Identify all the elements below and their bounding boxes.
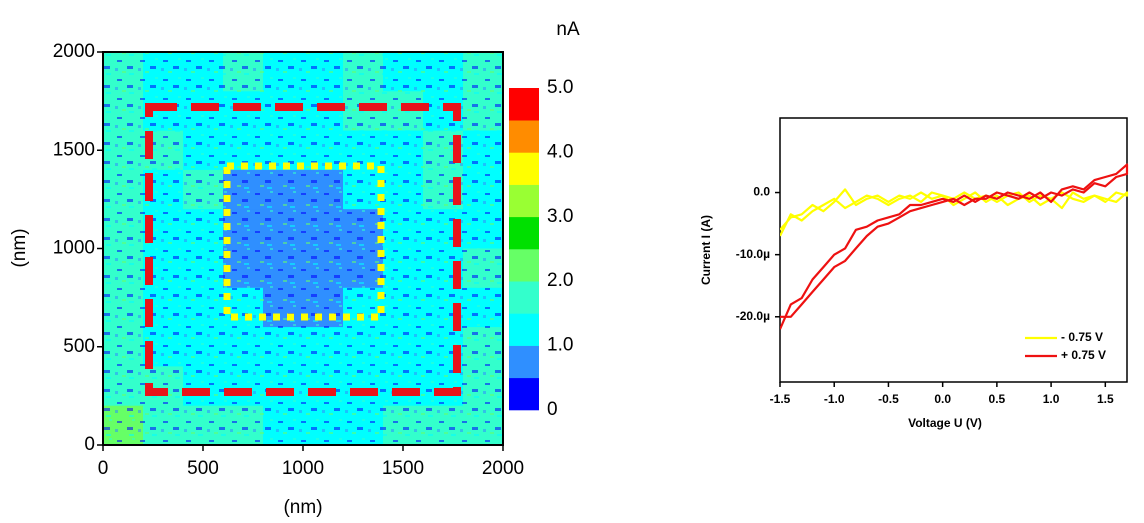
x-tick-label: 1.5 bbox=[1097, 392, 1114, 406]
y-tick-label: 2000 bbox=[53, 41, 95, 62]
colorbar-swatch bbox=[509, 216, 539, 250]
x-tick-label: 1000 bbox=[282, 458, 324, 479]
y-axis-label: Current I (A) bbox=[699, 215, 713, 285]
y-tick-label: 1500 bbox=[53, 139, 95, 160]
colorbar-swatch bbox=[509, 313, 539, 346]
colorbar-swatch bbox=[509, 249, 539, 282]
y-tick-label: -10.0µ bbox=[736, 247, 770, 261]
y-tick-label: 500 bbox=[63, 336, 95, 357]
outer-region bbox=[145, 103, 461, 396]
colorbar-tick-label: 0 bbox=[547, 399, 558, 420]
x-axis-label: (nm) bbox=[283, 497, 322, 518]
legend-label: + 0.75 V bbox=[1061, 348, 1106, 362]
plot-frame bbox=[779, 117, 1128, 383]
colorbar-swatch bbox=[509, 377, 539, 411]
series-line bbox=[780, 188, 1129, 237]
y-tick-label: 0.0 bbox=[753, 185, 770, 199]
legend-label: - 0.75 V bbox=[1061, 330, 1103, 344]
x-tick-label: 0 bbox=[98, 458, 109, 479]
colorbar-swatch bbox=[509, 120, 539, 153]
y-tick-label: -20.0µ bbox=[736, 309, 770, 323]
x-tick-label: -0.5 bbox=[878, 392, 899, 406]
lines bbox=[780, 163, 1129, 330]
colorbar-tick-label: 2.0 bbox=[547, 270, 573, 291]
colorbar-tick-label: 3.0 bbox=[547, 206, 573, 227]
colorbar-swatch bbox=[509, 88, 539, 121]
y-axis-label: (nm) bbox=[9, 228, 30, 267]
x-tick-label: -1.0 bbox=[824, 392, 845, 406]
x-tick-label: -1.5 bbox=[770, 392, 791, 406]
x-axis-label: Voltage U (V) bbox=[908, 416, 982, 430]
x-tick-label: 500 bbox=[187, 458, 219, 479]
x-tick-label: 1.0 bbox=[1043, 392, 1060, 406]
x-tick-label: 2000 bbox=[482, 458, 524, 479]
colorbar-swatch bbox=[509, 152, 539, 185]
colorbar-tick-label: 4.0 bbox=[547, 141, 573, 162]
texture bbox=[103, 52, 503, 445]
x-tick-label: 1500 bbox=[382, 458, 424, 479]
colorbar-label: nA bbox=[556, 19, 580, 40]
y-tick-label: 0 bbox=[84, 434, 95, 455]
series-line bbox=[780, 163, 1129, 330]
colorbar-swatch bbox=[509, 345, 539, 379]
y-tick-label: 1000 bbox=[53, 238, 95, 259]
inner-region bbox=[223, 162, 385, 321]
x-tick-label: 0.0 bbox=[934, 392, 951, 406]
colorbar-tick-label: 5.0 bbox=[547, 77, 573, 98]
colorbar-tick-label: 1.0 bbox=[547, 335, 573, 356]
colorbar-swatch bbox=[509, 281, 539, 314]
x-tick-label: 0.5 bbox=[989, 392, 1006, 406]
colorbar-swatch bbox=[509, 184, 539, 218]
